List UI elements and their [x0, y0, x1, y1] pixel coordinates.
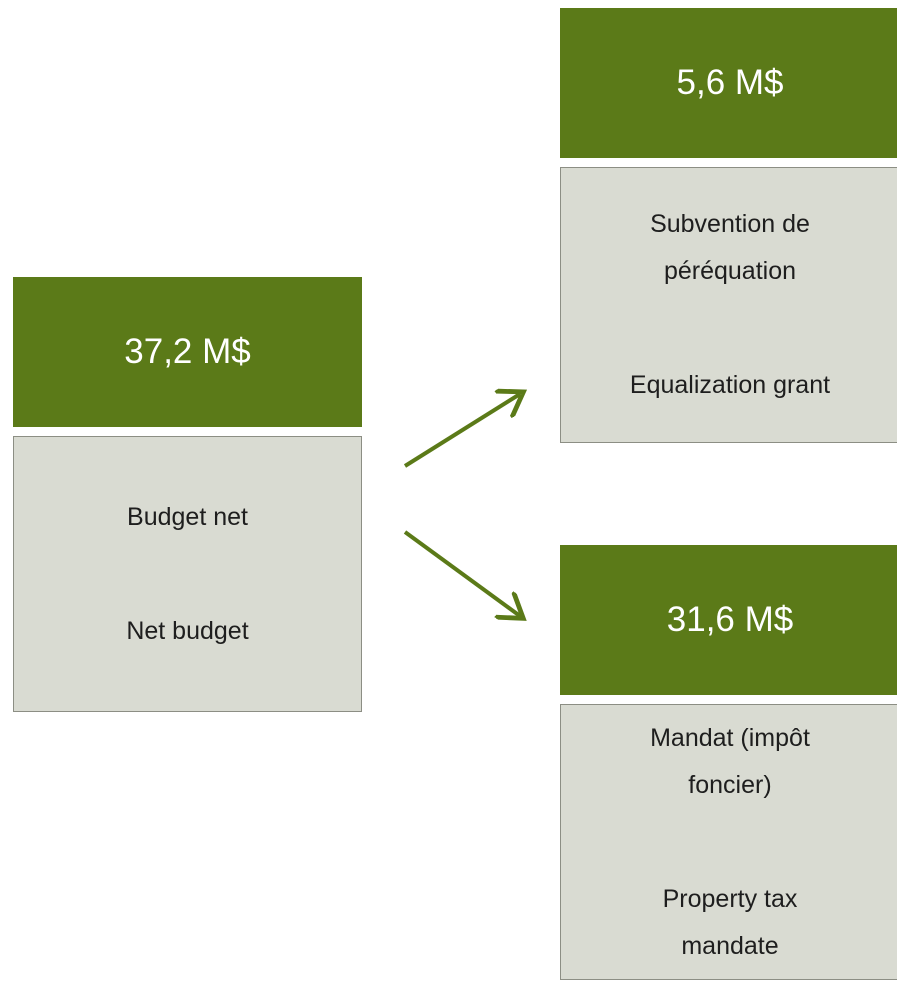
- label-line: Property tax: [662, 884, 798, 913]
- label-fr: Budget net: [127, 494, 248, 541]
- label-line: foncier): [688, 770, 772, 799]
- label-line: Budget net: [127, 502, 248, 531]
- label-en: Property tax mandate: [663, 876, 798, 970]
- label-line: Subvention de: [650, 210, 810, 238]
- label-en: Net budget: [126, 608, 248, 655]
- label-fr: Mandat (impôt foncier): [650, 715, 810, 809]
- label-line: péréquation: [663, 257, 797, 285]
- node: 31,6 M$ Mandat (impôt foncier) Property tax…: [560, 545, 897, 985]
- label-line: Mandat (impôt: [650, 723, 810, 752]
- arrow: [403, 530, 520, 616]
- label-line: Equalization grant: [629, 371, 831, 399]
- label-en: Equalization grant: [630, 362, 830, 409]
- amount: 37,2 M$: [13, 277, 362, 427]
- label-box: Budget net Net budget: [13, 436, 362, 712]
- amount: 31,6 M$: [560, 545, 897, 695]
- label-box: Subvention de péréquation Equalization gra…: [560, 167, 897, 443]
- amount: 5,6 M$: [560, 8, 897, 158]
- arrow: [403, 394, 520, 468]
- label-fr: Subvention de péréquation: [650, 201, 810, 295]
- label-line: mandate: [681, 931, 779, 960]
- node: 37,2 M$ Budget net Net budget: [13, 277, 362, 717]
- label-line: Net budget: [126, 616, 249, 645]
- label-box: Mandat (impôt foncier) Property tax mandate: [560, 704, 897, 980]
- node: 5,6 M$ Subvention de péréquation Equalizati…: [560, 8, 897, 448]
